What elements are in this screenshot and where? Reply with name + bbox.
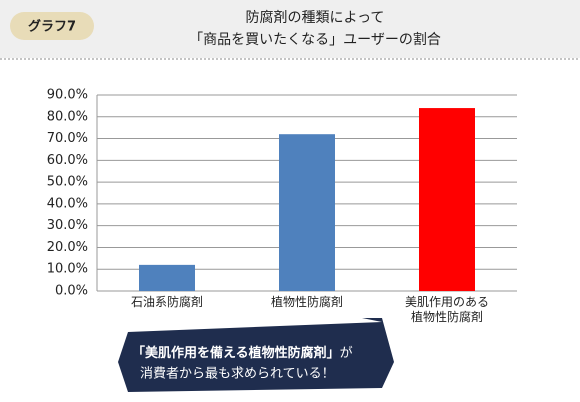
bar: [279, 134, 335, 291]
badge: グラフ7: [28, 19, 76, 35]
callout: [118, 318, 394, 392]
header-band: [0, 0, 580, 58]
callout-text: 消費者から最も求められている！: [140, 367, 335, 382]
x-tick-label: 石油系防腐剤: [130, 295, 203, 309]
y-tick-label: 50.0%: [47, 175, 88, 190]
bar: [419, 108, 475, 291]
y-tick-label: 30.0%: [47, 218, 88, 233]
y-tick-label: 10.0%: [47, 262, 88, 277]
y-tick-label: 60.0%: [47, 153, 88, 168]
chart-title: 「商品を買いたくなる」ユーザーの割合: [189, 31, 441, 48]
y-tick-label: 90.0%: [47, 88, 88, 103]
y-tick-label: 80.0%: [47, 109, 88, 124]
x-tick-label: 植物性防腐剤: [270, 295, 343, 309]
chart-title: 防腐剤の種類によって: [246, 9, 385, 26]
callout-text: 「美肌作用を備える植物性防腐剤」が: [132, 345, 353, 361]
y-tick-label: 70.0%: [47, 131, 88, 146]
y-tick-label: 0.0%: [55, 284, 88, 299]
badge-bg: [10, 12, 94, 40]
y-tick-label: 20.0%: [47, 240, 88, 255]
y-tick-label: 40.0%: [47, 196, 88, 211]
x-tick-label: 美肌作用のある 植物性防腐剤: [404, 295, 489, 324]
bar: [139, 264, 195, 291]
